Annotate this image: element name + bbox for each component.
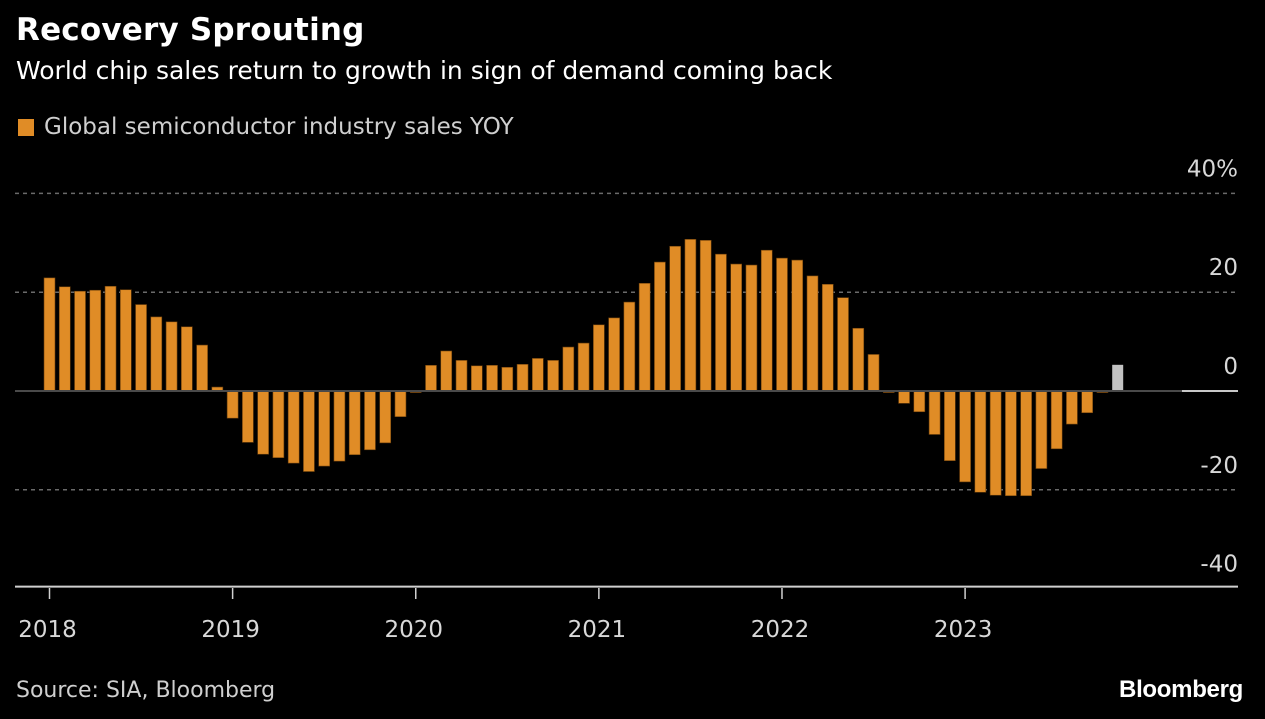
bar [181,326,193,392]
bar [1081,390,1093,414]
bar [120,289,132,392]
bar [776,257,788,392]
bar [135,304,147,392]
bar [1020,390,1032,497]
x-tick-label: 2021 [568,617,627,643]
bar [89,289,102,392]
bar [577,342,590,392]
bar [196,344,208,392]
bar [440,350,453,392]
bar [654,261,666,392]
bar [486,365,498,392]
bar [1050,390,1063,450]
bar-latest [1112,364,1124,391]
bar [608,317,620,392]
bar [791,259,804,392]
bar [364,390,376,451]
gridlines [15,192,1238,491]
x-tick-label: 2019 [201,617,260,643]
legend: Global semiconductor industry sales YOY [18,114,514,140]
bar [303,390,315,472]
y-tick-label: 20 [1209,255,1238,281]
bar [867,354,880,392]
bar [623,301,636,392]
bar [593,324,605,392]
bar [928,390,941,435]
bar [989,390,1002,496]
bar [730,263,743,392]
bar [257,390,269,455]
bar [272,390,285,458]
chart-subtitle: World chip sales return to growth in sig… [16,56,833,85]
axes: 40% 20 0 -20 -40 2018 2019 2020 2021 2022 2023 [15,156,1238,643]
y-tick-label: 40% [1187,156,1238,182]
bar [806,275,819,392]
y-tick-label: 0 [1223,354,1238,380]
bar [516,364,529,392]
bar [104,285,117,392]
x-tick-label: 2022 [751,617,810,643]
bar [333,390,346,462]
x-tick-label: 2020 [384,617,443,643]
bar [287,390,300,464]
bar [165,321,178,392]
bar [379,390,392,444]
y-tick-label: -40 [1200,552,1238,578]
bar [1005,390,1017,497]
bar [959,390,971,483]
bar [226,390,239,419]
x-tick-label: 2018 [18,617,77,643]
bar [348,390,361,456]
bar [974,390,987,493]
bar [547,360,559,392]
bar [944,390,956,461]
bar [74,290,86,392]
bar [394,390,407,417]
bar [43,277,56,392]
source-note: Source: SIA, Bloomberg [16,678,276,703]
bar [562,346,575,392]
bar [852,327,865,392]
bar [638,283,651,392]
bar [242,390,254,443]
bar [699,240,712,392]
bar [150,316,163,392]
bar [58,286,71,392]
bar [425,365,437,392]
bar [532,358,544,392]
bar [501,366,514,392]
chart-title: Recovery Sprouting [16,12,365,48]
legend-label: Global semiconductor industry sales YOY [44,114,514,140]
bar [470,365,483,392]
bar [913,390,926,413]
bars [43,239,1124,497]
bar [455,360,468,392]
bloomberg-logo: Bloomberg [1119,676,1243,703]
bar [669,245,681,392]
bar [837,297,849,392]
bar [1035,390,1048,469]
bar [684,239,697,392]
legend-swatch [18,118,34,136]
bar [318,390,330,467]
bar [745,264,758,392]
y-tick-label: -20 [1200,453,1238,479]
x-tick-label: 2023 [934,617,993,643]
bar [760,249,773,392]
bar [715,253,727,392]
bar [898,390,910,404]
bar [1066,390,1078,425]
bar [821,283,834,392]
